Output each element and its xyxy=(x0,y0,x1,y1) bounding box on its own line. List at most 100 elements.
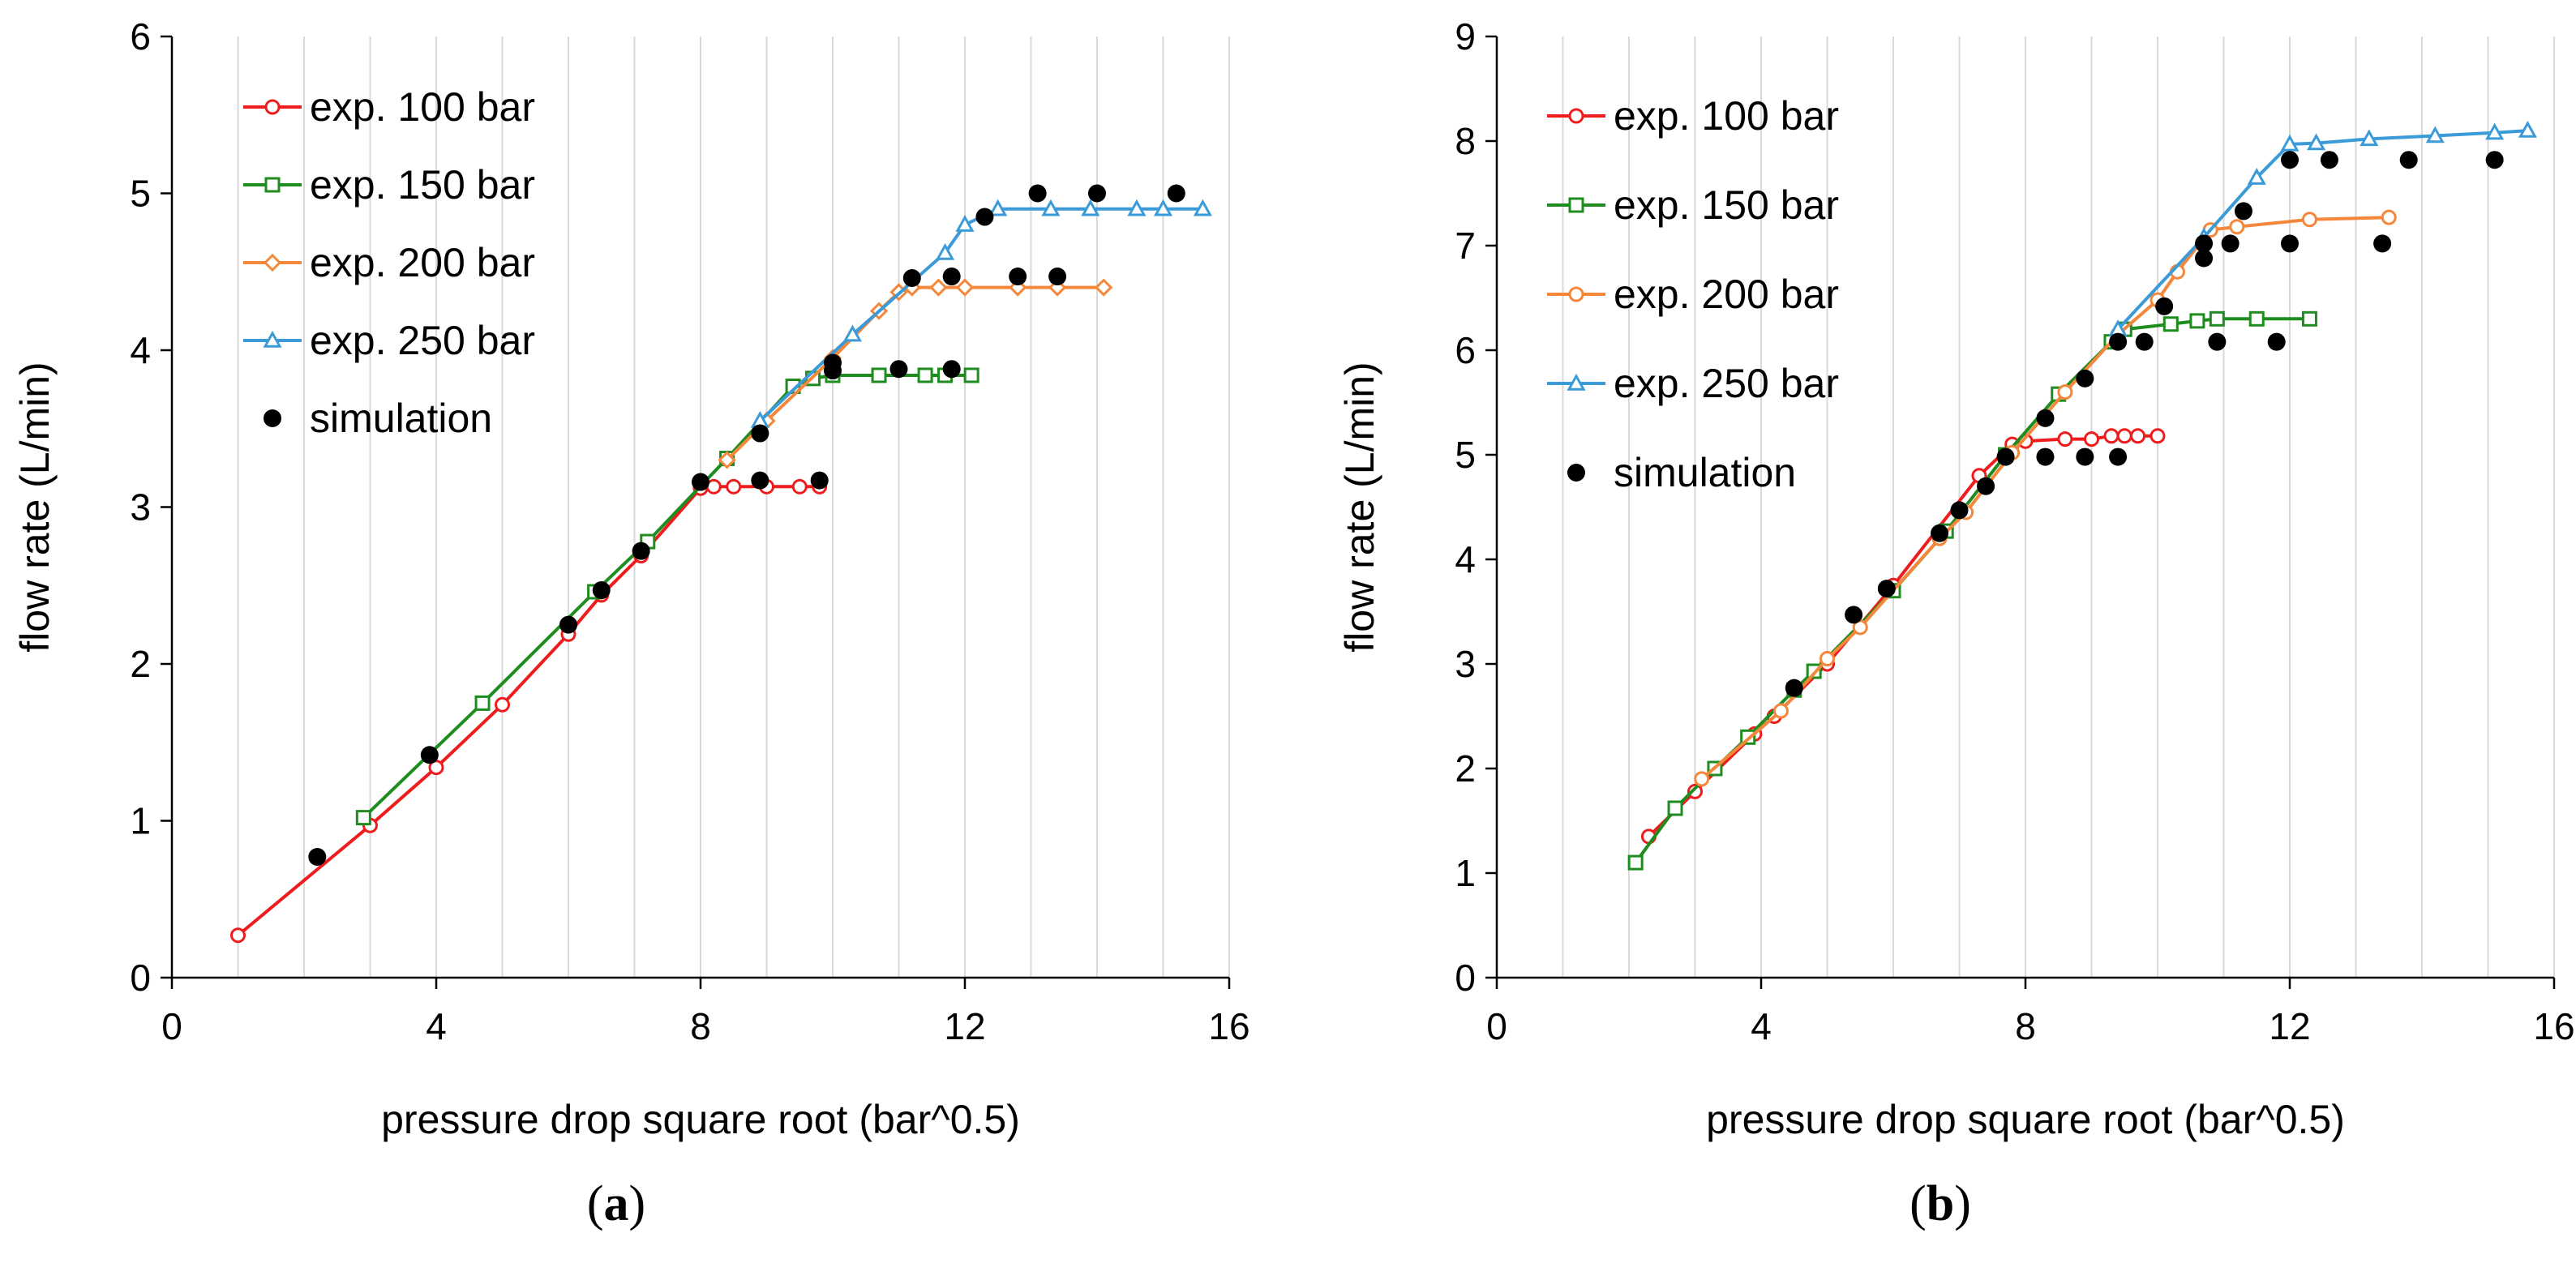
a-point-simulation xyxy=(810,471,829,490)
a-legend-label-simulation: simulation xyxy=(310,396,492,441)
b-point-simulation xyxy=(2221,234,2240,253)
b-point-exp-200-bar xyxy=(1694,771,1710,787)
b-legend-label-exp-200-bar: exp. 200 bar xyxy=(1614,272,1839,317)
a-point-exp-100-bar xyxy=(230,927,246,944)
b-point-simulation xyxy=(2267,332,2286,351)
b-x-axis-title: pressure drop square root (bar^0.5) xyxy=(1706,1097,2345,1142)
b-line-exp-100-bar xyxy=(1648,434,2158,838)
a-point-exp-250-bar xyxy=(1041,199,1061,216)
a-point-simulation xyxy=(1167,184,1185,203)
b-point-exp-150-bar xyxy=(2209,310,2225,327)
b-legend-marker-simulation xyxy=(1567,464,1585,482)
a-point-exp-200-bar xyxy=(929,278,948,297)
a-legend-label-exp-250-bar: exp. 250 bar xyxy=(310,318,535,363)
b-point-exp-100-bar xyxy=(2150,428,2166,444)
b-point-simulation xyxy=(1950,501,1969,520)
b-x-tick-label: 8 xyxy=(2015,1005,2036,1047)
a-point-simulation xyxy=(1028,184,1047,203)
b-legend-label-exp-100-bar: exp. 100 bar xyxy=(1614,93,1839,139)
a-y-tick-label: 0 xyxy=(130,957,151,999)
b-x-tick-label: 12 xyxy=(2269,1005,2310,1047)
b-point-exp-100-bar xyxy=(2116,428,2132,444)
a-point-simulation xyxy=(942,268,961,286)
b-legend-label-simulation: simulation xyxy=(1614,450,1796,495)
b-point-simulation xyxy=(1785,679,1803,697)
a-point-simulation xyxy=(1088,184,1106,203)
b-point-simulation xyxy=(2036,409,2055,427)
b-legend-marker-exp-100-bar xyxy=(1568,108,1584,124)
a-point-exp-100-bar xyxy=(495,696,510,713)
b-point-exp-200-bar xyxy=(1852,619,1868,636)
a-legend-marker-exp-100-bar xyxy=(264,99,281,115)
b-y-tick-label: 1 xyxy=(1455,852,1476,894)
b-point-exp-200-bar xyxy=(2229,219,2245,235)
b-point-exp-250-bar xyxy=(2485,122,2505,140)
a-point-simulation xyxy=(632,542,650,560)
b-y-tick-label: 8 xyxy=(1455,120,1476,162)
a-legend-label-exp-100-bar: exp. 100 bar xyxy=(310,84,535,130)
b-point-simulation xyxy=(2195,234,2214,253)
b-point-exp-250-bar xyxy=(2280,134,2300,152)
a-point-simulation xyxy=(751,424,769,443)
b-series-simulation xyxy=(1785,151,2504,697)
a-point-exp-250-bar xyxy=(1127,199,1147,216)
b-y-tick-label: 2 xyxy=(1455,747,1476,790)
b-point-simulation xyxy=(2076,447,2094,466)
a-y-tick-label: 3 xyxy=(130,486,151,529)
b-point-exp-200-bar xyxy=(2057,384,2073,400)
a-point-exp-250-bar xyxy=(955,215,975,232)
b-point-simulation xyxy=(2281,151,2299,169)
a-point-simulation xyxy=(975,208,994,226)
a-series-exp-100-bar xyxy=(230,478,828,944)
b-point-exp-200-bar xyxy=(1772,703,1789,719)
a-y-tick-label: 6 xyxy=(130,15,151,58)
b-x-tick-label: 0 xyxy=(1486,1005,1507,1047)
a-point-simulation xyxy=(420,746,439,764)
b-point-simulation xyxy=(2320,151,2338,169)
a-point-simulation xyxy=(902,268,921,287)
b-legend-marker-exp-200-bar xyxy=(1568,286,1584,302)
a-point-exp-150-bar xyxy=(963,367,979,383)
b-point-exp-250-bar xyxy=(2360,129,2379,147)
a-point-exp-200-bar xyxy=(955,278,975,297)
a-x-tick-label: 0 xyxy=(161,1005,182,1047)
a-legend-label-exp-150-bar: exp. 150 bar xyxy=(310,162,535,208)
b-legend-marker-exp-250-bar xyxy=(1567,373,1586,391)
b-point-exp-100-bar xyxy=(1687,783,1703,799)
a-point-exp-250-bar xyxy=(842,324,862,342)
b-point-simulation xyxy=(2109,447,2128,466)
a-legend-label-exp-200-bar: exp. 200 bar xyxy=(310,240,535,285)
a-point-simulation xyxy=(942,360,961,379)
b-x-tick-label: 16 xyxy=(2533,1005,2574,1047)
b-point-simulation xyxy=(2036,447,2055,466)
a-point-exp-250-bar xyxy=(1193,199,1212,216)
a-point-exp-250-bar xyxy=(1153,199,1173,216)
b-point-simulation xyxy=(2281,234,2299,253)
a-y-tick-label: 5 xyxy=(130,173,151,215)
b-y-axis-title: flow rate (L/min) xyxy=(1337,362,1382,652)
a-point-exp-100-bar xyxy=(726,478,742,494)
b-x-tick-label: 4 xyxy=(1751,1005,1772,1047)
a-point-exp-150-bar xyxy=(474,695,491,711)
a-point-simulation xyxy=(692,473,709,491)
b-point-simulation xyxy=(2373,234,2392,253)
a-point-exp-100-bar xyxy=(791,478,808,494)
b-y-tick-label: 7 xyxy=(1455,225,1476,267)
b-point-simulation xyxy=(1877,580,1896,598)
b-point-exp-100-bar xyxy=(2130,428,2146,444)
a-point-exp-250-bar xyxy=(988,199,1008,216)
a-point-simulation xyxy=(1009,268,1027,286)
b-legend-marker-exp-150-bar xyxy=(1568,197,1584,213)
a-y-tick-label: 4 xyxy=(130,329,151,371)
b-point-exp-150-bar xyxy=(2189,313,2205,329)
b-point-simulation xyxy=(2234,202,2252,220)
b-point-simulation xyxy=(1977,477,1995,495)
a-point-exp-200-bar xyxy=(718,451,736,469)
a-legend-marker-exp-200-bar xyxy=(263,253,282,272)
a-point-simulation xyxy=(592,581,611,600)
a-point-simulation xyxy=(889,360,908,379)
b-y-tick-label: 4 xyxy=(1455,538,1476,580)
b-point-simulation xyxy=(2076,369,2094,387)
